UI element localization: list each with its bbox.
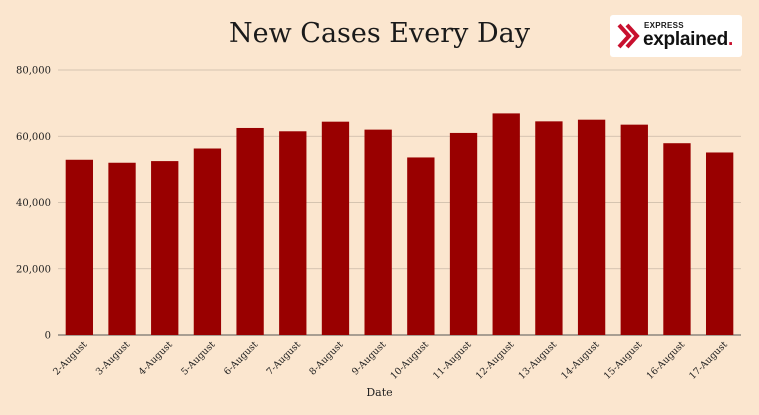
bar (449, 132, 478, 335)
y-tick-label: 40,000 (16, 198, 51, 209)
logo-express-text: EXPRESS (644, 21, 684, 30)
bar (279, 131, 307, 335)
x-tick-label: 3-August (94, 339, 132, 377)
x-tick-label: 2-August (51, 339, 89, 377)
bar (321, 121, 350, 335)
bar (151, 161, 179, 335)
bar (620, 124, 648, 335)
x-tick-label: 8-August (307, 339, 345, 377)
bar (108, 162, 136, 335)
y-tick-label: 0 (45, 331, 51, 342)
x-axis-ticks: 2-August 3-August 4-August 5-August 6-August… (51, 339, 730, 382)
x-tick-label: 9-August (350, 339, 388, 377)
x-tick-label: 14-August (559, 339, 602, 382)
express-explained-logo: EXPRESS explained. (610, 15, 742, 57)
x-tick-label: 15-August (602, 339, 645, 382)
y-tick-label: 80,000 (16, 66, 51, 77)
logo-chevron-icon (617, 23, 640, 49)
y-tick-label: 60,000 (16, 132, 51, 143)
bar (705, 152, 734, 335)
bar (65, 159, 94, 335)
y-axis-ticks: 0 20,000 40,000 60,000 80,000 (16, 66, 51, 342)
y-tick-label: 20,000 (16, 264, 51, 275)
bar (492, 113, 520, 335)
bar (364, 129, 392, 335)
bar (407, 157, 435, 335)
x-axis-label: Date (366, 386, 393, 399)
x-tick-label: 4-August (137, 339, 175, 377)
x-tick-label: 10-August (388, 339, 431, 382)
bar (535, 121, 563, 335)
bars (65, 113, 734, 335)
x-tick-label: 6-August (222, 339, 260, 377)
chart-title: New Cases Every Day (228, 18, 530, 49)
logo-explained-text: explained. (643, 29, 733, 50)
x-tick-label: 7-August (265, 339, 303, 377)
x-tick-label: 5-August (179, 339, 217, 377)
x-tick-label: 13-August (516, 339, 559, 382)
x-tick-label: 17-August (687, 339, 730, 382)
x-tick-label: 11-August (431, 339, 474, 382)
bar (236, 127, 264, 335)
x-tick-label: 12-August (474, 339, 517, 382)
bar (663, 143, 691, 335)
bar (193, 148, 222, 335)
bar (577, 119, 606, 335)
x-tick-label: 16-August (645, 339, 688, 382)
